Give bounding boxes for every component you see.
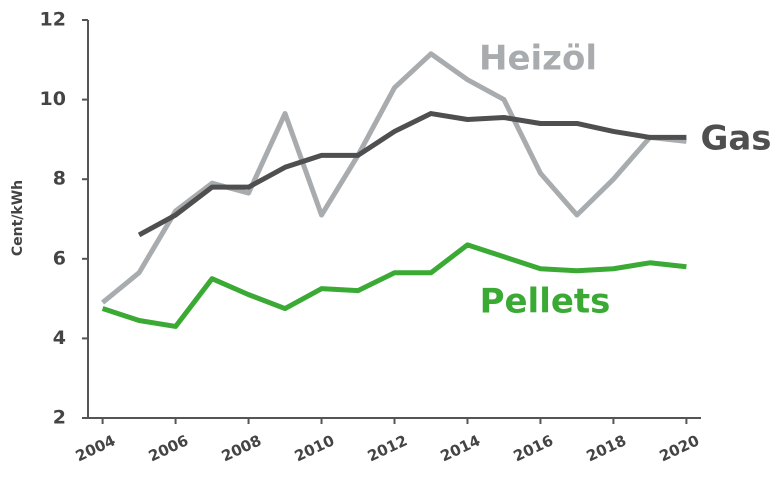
y-tick-label: 2 <box>53 407 66 429</box>
x-tick-label: 2010 <box>292 431 337 465</box>
y-tick-label: 6 <box>53 247 66 269</box>
x-tick-label: 2018 <box>584 431 629 465</box>
series-label: Pellets <box>480 282 611 322</box>
y-tick-label: 4 <box>53 327 66 349</box>
y-tick-label: 8 <box>53 168 66 190</box>
y-tick-label: 12 <box>40 9 66 31</box>
series-label: Heizöl <box>479 39 597 79</box>
x-tick-label: 2004 <box>73 431 118 465</box>
series-line <box>101 51 687 305</box>
y-axis-label: Cent/kWh <box>10 180 26 256</box>
series-line <box>101 242 687 329</box>
series-line <box>137 111 687 238</box>
y-tick-label: 10 <box>40 88 66 110</box>
series-label: Gas <box>700 119 771 159</box>
x-tick-label: 2020 <box>657 431 702 465</box>
x-tick-label: 2016 <box>511 431 556 465</box>
x-tick-label: 2006 <box>146 431 191 465</box>
x-tick-label: 2008 <box>219 431 264 465</box>
x-tick-label: 2012 <box>365 431 410 465</box>
x-tick-label: 2014 <box>438 431 483 465</box>
